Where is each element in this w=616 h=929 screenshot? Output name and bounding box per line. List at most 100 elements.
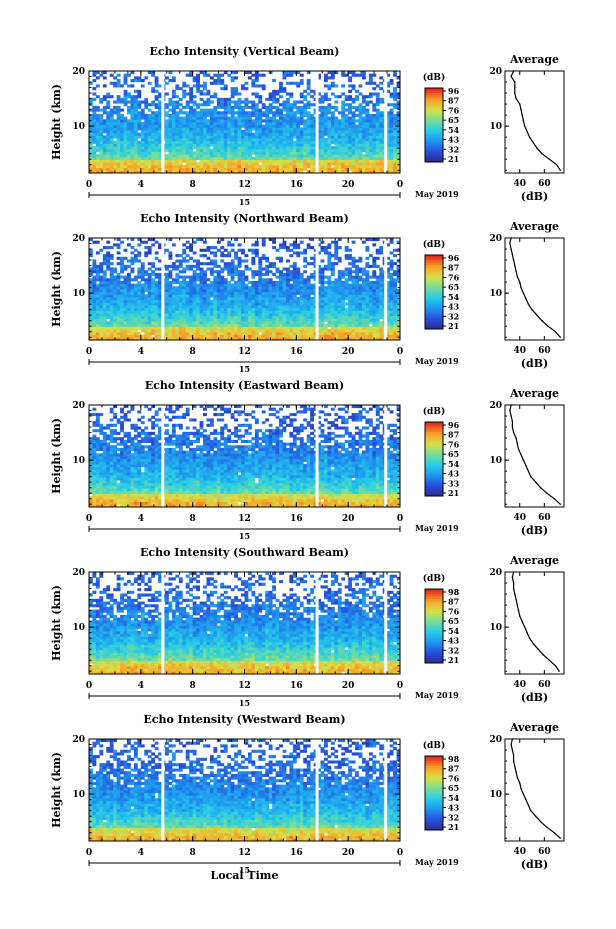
heatmap-cell: [99, 302, 104, 306]
heatmap-cell: [330, 138, 335, 142]
heatmap-cell: [348, 154, 353, 158]
heatmap-cell: [102, 262, 107, 266]
heatmap-cell: [296, 337, 301, 341]
heatmap-cell: [189, 89, 194, 93]
profile-line: [510, 70, 561, 171]
heatmap-cell: [244, 275, 249, 279]
heatmap-cell: [123, 132, 128, 136]
heatmap-cell: [244, 167, 249, 171]
heatmap-cell: [213, 305, 218, 309]
heatmap-cell: [344, 286, 349, 290]
heatmap-cell: [334, 321, 339, 325]
heatmap-cell: [389, 119, 394, 123]
heatmap-cell: [289, 92, 294, 96]
heatmap-cell: [123, 264, 128, 268]
heatmap-cell: [355, 119, 359, 123]
heatmap-cell: [140, 302, 145, 306]
heatmap-cell: [237, 270, 242, 274]
heatmap-cell: [261, 111, 266, 115]
heatmap-cell: [237, 334, 242, 338]
heatmap-cell: [216, 116, 221, 120]
heatmap-cell: [348, 146, 353, 150]
heatmap-cell: [268, 278, 273, 282]
heatmap-cell: [337, 170, 342, 174]
heatmap-cell: [265, 159, 270, 163]
heatmap-cell: [313, 254, 318, 258]
heatmap-cell: [296, 321, 301, 325]
heatmap-cell: [344, 170, 349, 174]
heatmap-cell: [272, 95, 276, 99]
heatmap-cell: [247, 130, 252, 134]
heatmap-cell: [123, 283, 128, 287]
heatmap-cell: [227, 313, 232, 317]
heatmap-cell: [285, 289, 290, 293]
heatmap-cell: [296, 254, 301, 258]
heatmap-cell: [386, 135, 391, 139]
heatmap-cell: [268, 262, 273, 266]
heatmap-cell: [175, 278, 180, 282]
heatmap-cell: [313, 331, 318, 336]
data-gap-1: [315, 71, 319, 173]
heatmap-cell: [237, 97, 242, 101]
heatmap-cell: [261, 318, 266, 322]
heatmap-cell: [355, 113, 359, 118]
heatmap-cell: [268, 326, 273, 330]
heatmap-cell: [258, 127, 263, 131]
heatmap-cell: [137, 119, 142, 123]
heatmap-cell: [334, 148, 339, 152]
heatmap-cell: [292, 310, 297, 314]
heatmap-cell: [178, 302, 183, 306]
heatmap-cell: [320, 159, 325, 163]
heatmap-cell: [303, 291, 308, 295]
heatmap-cell: [127, 111, 131, 115]
heatmap-cell: [389, 154, 394, 158]
heatmap-cell: [168, 302, 173, 306]
heatmap-cell: [113, 124, 118, 128]
heatmap-cell: [106, 156, 111, 160]
heatmap-cell: [237, 164, 242, 169]
heatmap-cell: [165, 329, 169, 333]
heatmap-cell: [351, 140, 356, 144]
heatmap-cell: [147, 162, 152, 166]
heatmap-cell: [292, 246, 297, 250]
heatmap-cell: [192, 79, 197, 83]
heatmap-cell: [106, 135, 111, 139]
heatmap-cell: [351, 151, 356, 155]
heatmap-cell: [165, 164, 169, 169]
heatmap-cell: [251, 81, 256, 85]
heatmap-cell: [265, 283, 270, 287]
heatmap-cell: [254, 108, 259, 112]
heatmap-cell: [137, 321, 142, 325]
heatmap-cell: [337, 307, 342, 311]
heatmap-cell: [265, 294, 270, 298]
heatmap-cell: [109, 135, 114, 139]
heatmap-cell: [144, 100, 149, 104]
heatmap-cell: [234, 124, 238, 128]
heatmap-cell: [296, 122, 301, 126]
heatmap-cell: [254, 154, 259, 158]
heatmap-cell: [251, 143, 256, 147]
heatmap-cell: [133, 119, 138, 123]
heatmap-cell: [189, 307, 194, 311]
heatmap-cell: [175, 124, 180, 128]
heatmap-cell: [99, 100, 104, 104]
heatmap-cell: [330, 135, 335, 139]
heatmap-cell: [102, 318, 107, 322]
heatmap-cell: [130, 103, 135, 107]
heatmap-cell: [102, 130, 107, 134]
heatmap-cell: [330, 162, 335, 166]
heatmap-cell: [306, 116, 311, 120]
heatmap-cell: [106, 299, 111, 303]
heatmap-cell: [106, 130, 111, 134]
heatmap-cell: [282, 135, 287, 139]
heatmap-cell: [344, 337, 349, 341]
heatmap-cell: [209, 122, 214, 126]
heatmap-cell: [244, 326, 249, 330]
heatmap-cell: [355, 135, 359, 139]
heatmap-cell: [165, 305, 169, 309]
heatmap-cell: [330, 291, 335, 295]
heatmap-cell: [320, 167, 325, 171]
heatmap-cell: [216, 299, 221, 303]
heatmap-cell: [220, 259, 225, 263]
heatmap-cell: [320, 148, 325, 152]
